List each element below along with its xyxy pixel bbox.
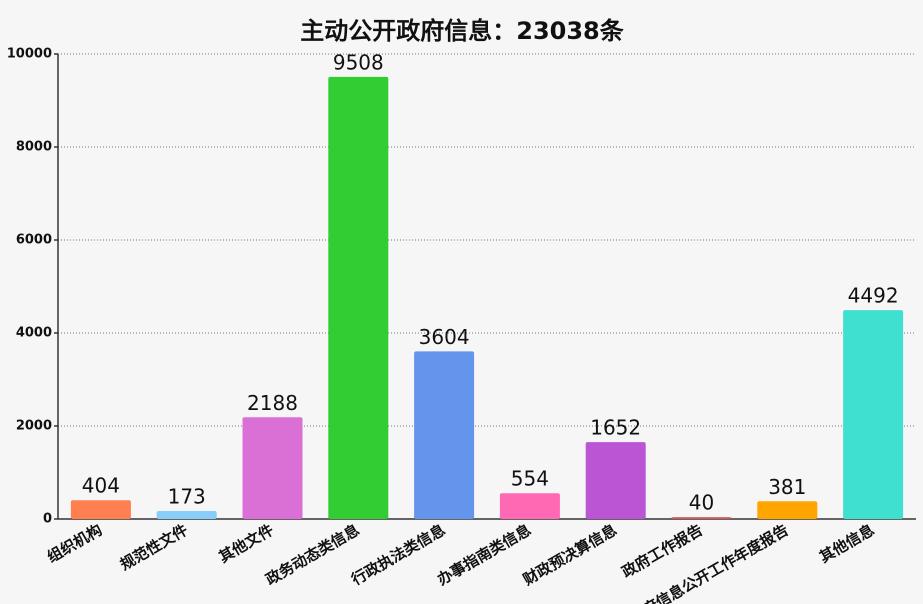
bar — [242, 417, 303, 519]
value-label: 2188 — [247, 391, 298, 415]
value-label: 40 — [689, 491, 714, 515]
value-label: 1652 — [590, 416, 641, 440]
x-tick-label: 办事指南类信息 — [434, 521, 534, 589]
bar — [70, 500, 131, 519]
value-label: 9508 — [333, 50, 384, 74]
x-tick-label: 其他文件 — [216, 521, 277, 567]
bar — [843, 310, 904, 519]
value-label: 3604 — [419, 325, 470, 349]
x-tick-label: 规范性文件 — [117, 521, 191, 574]
value-label: 554 — [511, 467, 549, 491]
bar — [671, 517, 732, 519]
x-tick-label: 其他信息 — [816, 521, 877, 567]
y-tick-label: 6000 — [16, 233, 52, 248]
x-tick-label: 组织机构 — [44, 521, 105, 567]
bar — [757, 501, 818, 519]
x-tick-label: 财政预决算信息 — [520, 521, 620, 589]
y-tick-label: 2000 — [16, 419, 52, 434]
value-label: 173 — [168, 484, 206, 508]
bar — [499, 493, 560, 519]
value-label: 381 — [768, 475, 806, 499]
value-label: 404 — [82, 474, 120, 498]
chart-title: 主动公开政府信息：23038条 — [300, 17, 624, 45]
bar — [156, 510, 217, 519]
bar — [414, 351, 475, 519]
y-tick-label: 4000 — [16, 326, 52, 341]
y-tick-label: 8000 — [16, 140, 52, 155]
bar — [585, 442, 646, 519]
y-tick-label: 10000 — [7, 47, 52, 62]
x-tick-label: 行政执法类信息 — [348, 521, 449, 590]
x-tick-label: 政务动态类信息 — [263, 521, 363, 589]
value-label: 4492 — [848, 284, 899, 308]
bar — [328, 76, 389, 520]
y-tick-label: 0 — [43, 512, 52, 527]
